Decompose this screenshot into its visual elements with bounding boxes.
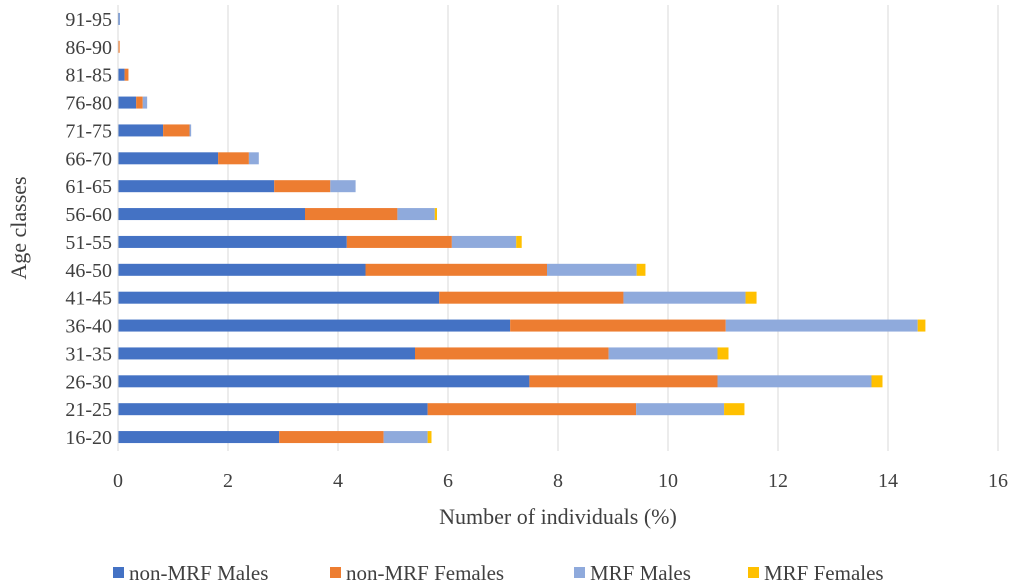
legend-swatch <box>330 567 341 578</box>
y-tick-label: 76-80 <box>65 93 112 115</box>
y-tick-label: 66-70 <box>65 148 112 170</box>
bar-66-70-non-mrf-males <box>118 152 219 165</box>
legend: non-MRF Males non-MRF Females MRF Males MRF… <box>113 561 884 585</box>
y-tick-label: 21-25 <box>65 399 112 421</box>
bar-16-20-mrf-males <box>383 431 428 444</box>
bar-16-20-non-mrf-females <box>279 431 384 444</box>
y-tick-label: 41-45 <box>65 288 112 310</box>
legend-label: MRF Males <box>590 561 691 585</box>
bar-51-55-mrf-females <box>516 235 522 248</box>
bar-66-70-mrf-males <box>248 152 259 165</box>
bar-61-65-mrf-males <box>330 180 356 193</box>
bar-36-40-mrf-males <box>725 319 918 332</box>
bar-31-35-non-mrf-females <box>415 347 609 360</box>
y-tick-label: 16-20 <box>65 427 112 449</box>
bar-31-35-mrf-females <box>717 347 729 360</box>
y-tick-label: 51-55 <box>65 232 112 254</box>
x-axis: 0 2 4 6 8 10 12 14 16 <box>113 470 1008 492</box>
legend-item: non-MRF Males <box>113 561 268 585</box>
bars <box>118 12 926 444</box>
bar-81-85-non-mrf-females <box>124 68 129 81</box>
bar-71-75-mrf-males <box>189 124 192 137</box>
legend-item: MRF Females <box>748 561 884 585</box>
bar-56-60-non-mrf-females <box>305 208 398 221</box>
y-tick-label: 26-30 <box>65 371 112 393</box>
x-tick-label: 6 <box>443 470 453 492</box>
gridlines <box>227 5 999 451</box>
y-tick-label: 31-35 <box>65 343 112 365</box>
bar-46-50-mrf-females <box>636 263 646 276</box>
x-tick-label: 16 <box>988 470 1008 492</box>
bar-51-55-mrf-males <box>451 235 517 248</box>
bar-31-35-mrf-males <box>608 347 718 360</box>
x-tick-label: 8 <box>553 470 563 492</box>
bar-86-90-non-mrf-females <box>118 40 120 53</box>
y-tick-label: 56-60 <box>65 204 112 226</box>
legend-swatch <box>574 567 585 578</box>
legend-swatch <box>748 567 759 578</box>
bar-56-60-mrf-males <box>397 208 435 221</box>
bar-46-50-non-mrf-females <box>365 263 547 276</box>
bar-21-25-mrf-females <box>724 403 745 416</box>
bar-16-20-non-mrf-males <box>118 431 280 444</box>
legend-item: non-MRF Females <box>330 561 504 585</box>
x-tick-label: 2 <box>223 470 233 492</box>
y-tick-label: 86-90 <box>65 37 112 59</box>
bar-56-60-mrf-females <box>434 208 437 221</box>
bar-21-25-mrf-males <box>636 403 725 416</box>
legend-label: non-MRF Males <box>129 561 268 585</box>
bar-76-80-mrf-males <box>142 96 148 109</box>
bar-36-40-non-mrf-males <box>118 319 511 332</box>
bar-56-60-non-mrf-males <box>118 208 305 221</box>
y-tick-label: 71-75 <box>65 120 112 142</box>
bar-61-65-non-mrf-males <box>118 180 275 193</box>
x-tick-label: 12 <box>768 470 788 492</box>
bar-26-30-mrf-males <box>717 375 872 388</box>
y-tick-label: 36-40 <box>65 316 112 338</box>
y-axis: 16-20 21-25 26-30 31-35 36-40 41-45 46-50 51-55… <box>65 5 119 451</box>
y-tick-label: 81-85 <box>65 65 112 87</box>
bar-41-45-non-mrf-females <box>439 291 624 304</box>
bar-41-45-mrf-females <box>745 291 757 304</box>
bar-31-35-non-mrf-males <box>118 347 415 360</box>
legend-label: MRF Females <box>764 561 884 585</box>
y-tick-label: 61-65 <box>65 176 112 198</box>
bar-61-65-non-mrf-females <box>274 180 331 193</box>
bar-81-85-non-mrf-males <box>118 68 125 81</box>
bar-21-25-non-mrf-males <box>118 403 428 416</box>
bar-21-25-non-mrf-females <box>427 403 637 416</box>
bar-36-40-non-mrf-females <box>510 319 726 332</box>
x-tick-label: 0 <box>113 470 123 492</box>
bar-76-80-non-mrf-females <box>136 96 143 109</box>
bar-26-30-mrf-females <box>871 375 883 388</box>
bar-26-30-non-mrf-males <box>118 375 530 388</box>
y-tick-label: 91-95 <box>65 9 112 31</box>
legend-swatch <box>113 567 124 578</box>
x-tick-label: 4 <box>333 470 343 492</box>
bar-51-55-non-mrf-females <box>346 235 452 248</box>
bar-66-70-non-mrf-females <box>218 152 249 165</box>
bar-91-95-non-mrf-males <box>118 12 120 25</box>
x-tick-label: 14 <box>878 470 898 492</box>
bar-41-45-mrf-males <box>623 291 746 304</box>
bar-36-40-mrf-females <box>917 319 926 332</box>
bar-16-20-mrf-females <box>427 431 432 444</box>
bar-41-45-non-mrf-males <box>118 291 440 304</box>
y-axis-title: Age classes <box>6 176 31 279</box>
bar-26-30-non-mrf-females <box>529 375 718 388</box>
bar-46-50-mrf-males <box>547 263 637 276</box>
x-tick-label: 10 <box>658 470 678 492</box>
bar-51-55-non-mrf-males <box>118 235 347 248</box>
x-axis-title: Number of individuals (%) <box>439 504 677 529</box>
bar-71-75-non-mrf-males <box>118 124 164 137</box>
y-tick-label: 46-50 <box>65 260 112 282</box>
legend-item: MRF Males <box>574 561 691 585</box>
bar-71-75-non-mrf-females <box>163 124 190 137</box>
legend-label: non-MRF Females <box>346 561 504 585</box>
bar-46-50-non-mrf-males <box>118 263 366 276</box>
bar-76-80-non-mrf-males <box>118 96 137 109</box>
